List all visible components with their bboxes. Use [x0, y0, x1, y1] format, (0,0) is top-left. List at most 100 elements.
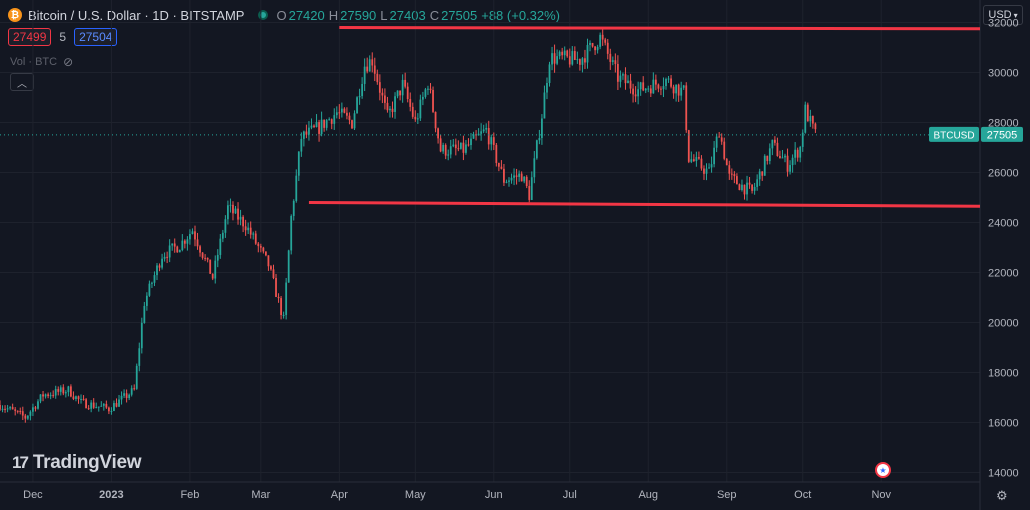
us-flag-event-icon[interactable]: ★: [875, 462, 891, 478]
candle-body: [421, 96, 424, 100]
candle-body: [748, 182, 751, 185]
candle-body: [586, 44, 589, 63]
candle-body: [224, 219, 227, 233]
candle-body: [637, 89, 640, 97]
candle-body: [452, 144, 455, 147]
symbol-header[interactable]: ₿ Bitcoin / U.S. Dollar · 1D · BITSTAMP …: [8, 6, 560, 24]
sell-price-button[interactable]: 27499: [8, 28, 52, 46]
candle-body: [558, 51, 561, 57]
candle-body: [270, 266, 272, 270]
candle-body: [513, 175, 515, 178]
candle-body: [692, 159, 695, 162]
candle-body: [333, 115, 336, 124]
chevron-up-icon: ︿: [17, 78, 27, 90]
close-label: C: [429, 7, 440, 23]
x-tick-label: Mar: [251, 489, 270, 501]
candle-body: [4, 408, 6, 410]
candle-body: [713, 147, 716, 165]
candle-body: [181, 240, 184, 250]
candle-body: [244, 226, 247, 231]
candle-body: [756, 179, 759, 187]
candle-body: [665, 79, 667, 87]
candle-body: [591, 42, 594, 47]
time-axis: Dec 2023 Feb Mar Apr May Jun Jul Aug Sep Oct Nov: [23, 489, 891, 501]
candle-body: [680, 87, 683, 96]
candle-body: [151, 282, 153, 284]
candle-body: [277, 296, 280, 299]
support-line: [308, 201, 981, 208]
candle-body: [140, 322, 143, 349]
candle-body: [794, 149, 797, 158]
candle-body: [242, 216, 245, 227]
candle-body: [328, 119, 331, 121]
candle-body: [371, 59, 374, 66]
candle-body: [346, 112, 348, 116]
y-tick-label: 20000: [988, 318, 1019, 330]
candle-body: [497, 162, 500, 167]
candle-body: [503, 168, 505, 183]
y-tick-label: 32000: [988, 18, 1019, 30]
candle-body: [280, 298, 282, 316]
candle-body: [553, 53, 556, 64]
currency-selector[interactable]: USD ▾: [983, 5, 1023, 25]
candle-body: [77, 396, 80, 400]
candle-body: [619, 75, 622, 82]
candle-body: [247, 227, 250, 231]
candle-body: [698, 157, 700, 159]
x-tick-label: Apr: [331, 489, 348, 501]
candle-body: [95, 407, 98, 409]
candle-body: [323, 119, 326, 128]
candle-body: [381, 92, 384, 96]
gear-icon[interactable]: ⚙: [996, 488, 1008, 503]
candle-body: [535, 140, 538, 159]
tradingview-logo-icon: 17: [12, 453, 29, 472]
candle-body: [459, 142, 462, 149]
candle-body: [143, 305, 146, 323]
candle-body: [644, 88, 647, 91]
candle-body: [209, 259, 212, 274]
candle-body: [267, 255, 270, 267]
candle-body: [123, 393, 125, 396]
candle-body: [806, 104, 809, 122]
candle-body: [368, 59, 371, 72]
candle-body: [171, 243, 174, 246]
candle-body: [710, 164, 713, 168]
candle-body: [399, 90, 402, 96]
volume-legend[interactable]: Vol · BTC ⊘: [10, 55, 73, 69]
candle-body: [338, 112, 341, 114]
candle-body: [130, 388, 133, 395]
candle-body: [419, 99, 422, 119]
y-tick-label: 30000: [988, 68, 1019, 80]
candle-body: [571, 51, 574, 65]
x-tick-label: Dec: [23, 489, 43, 501]
candle-body: [520, 173, 523, 182]
candle-body: [252, 233, 255, 235]
symbol-tag-label: BTCUSD: [933, 130, 974, 141]
candle-body: [416, 118, 419, 120]
x-tick-label: 2023: [99, 489, 123, 501]
low-label: L: [380, 7, 388, 23]
candle-body: [670, 78, 672, 87]
candle-body: [404, 79, 407, 87]
candle-body: [297, 151, 300, 176]
y-tick-label: 16000: [988, 418, 1019, 430]
candle-body: [432, 90, 434, 112]
candle-body: [100, 405, 103, 407]
candle-body: [609, 53, 612, 62]
buy-price-button[interactable]: 27504: [74, 28, 118, 46]
candle-body: [814, 123, 817, 130]
candle-body: [695, 157, 698, 162]
tradingview-logo[interactable]: 17 TradingView: [12, 452, 142, 474]
candle-body: [411, 106, 414, 117]
eye-slash-icon[interactable]: ⊘: [63, 55, 74, 69]
collapse-legend-button[interactable]: ︿: [10, 73, 34, 91]
candle-body: [176, 246, 179, 253]
candle-body: [173, 243, 176, 247]
candle-body: [568, 56, 571, 65]
candle-body: [145, 295, 148, 306]
candle-body: [622, 74, 624, 76]
candle-body: [32, 407, 34, 412]
candle-body: [743, 184, 746, 195]
candle-body: [467, 144, 470, 146]
